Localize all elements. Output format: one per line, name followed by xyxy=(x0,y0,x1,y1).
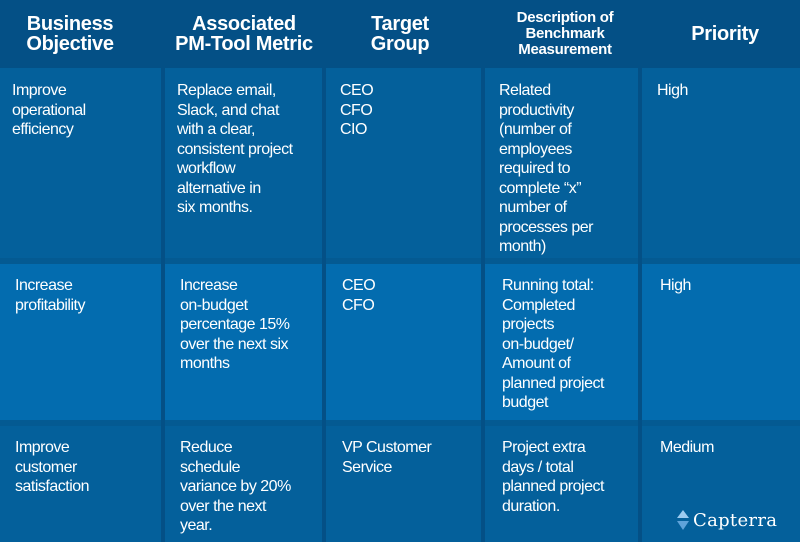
table-row: Improve customer satisfaction Reduce sch… xyxy=(0,424,800,542)
cell-target-group: CEO CFO CIO xyxy=(340,82,374,138)
cell-description: Project extra days / total planned proje… xyxy=(502,439,604,515)
cell-priority: High xyxy=(657,82,688,99)
cell-priority: High xyxy=(660,277,691,294)
cell-objective: Improve operational efficiency xyxy=(12,82,86,138)
capterra-logo: Capterra xyxy=(676,507,777,533)
column-divider xyxy=(322,68,326,542)
cell-description: Running total: Completed projects on-bud… xyxy=(502,277,604,411)
cell-objective: Improve customer satisfaction xyxy=(15,439,90,495)
table-header: Business Objective Associated PM-Tool Me… xyxy=(0,0,800,68)
table-row: Increase profitability Increase on-budge… xyxy=(0,262,800,424)
header-benchmark-description: Description of Benchmark Measurement xyxy=(495,0,635,68)
row-divider xyxy=(0,258,800,264)
header-label: Associated xyxy=(192,13,296,35)
header-label: Measurement xyxy=(518,41,612,58)
header-label: Description of xyxy=(516,9,614,26)
header-label: Priority xyxy=(691,23,759,45)
cell-metric: Increase on-budget percentage 15% over t… xyxy=(180,277,290,372)
header-target-group: Target Group xyxy=(345,0,455,68)
capterra-logo-text: Capterra xyxy=(693,509,778,531)
header-label: Objective xyxy=(26,33,114,55)
column-divider xyxy=(161,68,165,542)
column-divider xyxy=(481,68,485,542)
cell-description: Related productivity (number of employee… xyxy=(499,82,594,255)
column-divider xyxy=(638,68,642,542)
cell-objective: Increase profitability xyxy=(15,277,85,314)
cell-target-group: CEO CFO xyxy=(342,277,376,314)
cell-metric: Reduce schedule variance by 20% over the… xyxy=(180,439,291,534)
capterra-diamond-icon xyxy=(676,509,690,531)
header-label: Business xyxy=(26,13,114,35)
cell-metric: Replace email, Slack, and chat with a cl… xyxy=(177,82,293,216)
header-label: Benchmark xyxy=(525,25,605,42)
header-business-objective: Business Objective xyxy=(0,0,140,68)
header-label: Group xyxy=(370,33,430,55)
header-pm-tool-metric: Associated PM-Tool Metric xyxy=(164,0,324,68)
header-label: PM-Tool Metric xyxy=(175,33,313,55)
cell-target-group: VP Customer Service xyxy=(342,439,432,476)
row-divider xyxy=(0,420,800,426)
cell-priority: Medium xyxy=(660,439,714,456)
header-label: Target xyxy=(371,13,429,35)
table-row: Improve operational efficiency Replace e… xyxy=(0,68,800,262)
header-priority: Priority xyxy=(655,0,795,68)
